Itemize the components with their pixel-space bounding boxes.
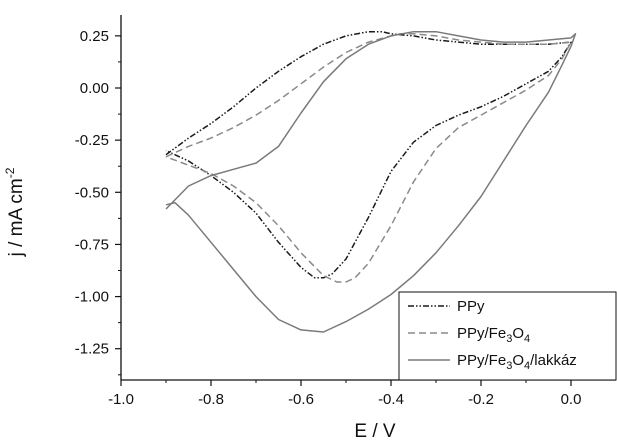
x-tick-label: -0.2 xyxy=(468,391,494,408)
series-group xyxy=(165,30,577,333)
series-line-1 xyxy=(165,33,572,283)
legend-label-part: 4 xyxy=(524,360,530,372)
x-tick-label: 0.0 xyxy=(561,391,582,408)
legend-label-part: PPy/Fe xyxy=(457,352,506,369)
x-ticks: -1.0 -0.8 -0.6 -0.4 -0.2 0.0 xyxy=(108,380,581,408)
plot-area: -1.0 -0.8 -0.6 -0.4 -0.2 0.0 0.25 0.00 -0.25 -0.… xyxy=(75,15,616,408)
x-axis-label: E / V xyxy=(354,421,396,442)
legend-label-0: PPy xyxy=(457,298,485,315)
y-axis-label-main: j / mA cm xyxy=(6,178,27,257)
x-tick-label: -0.6 xyxy=(288,391,314,408)
y-axis-label-superscript: -2 xyxy=(3,167,17,178)
legend-label-part: PPy/Fe xyxy=(457,325,506,342)
legend-label-part: O xyxy=(512,325,524,342)
legend-label-part: 3 xyxy=(506,333,512,345)
legend-label-part: O xyxy=(512,352,524,369)
y-tick-label: -0.75 xyxy=(75,236,109,253)
legend-label-part: 3 xyxy=(506,360,512,372)
series-line-2 xyxy=(165,30,577,333)
legend-label-part: 4 xyxy=(524,333,530,345)
x-tick-label: -0.4 xyxy=(378,391,404,408)
series-line-0 xyxy=(165,30,572,279)
legend-label-part: PPy xyxy=(457,298,485,315)
y-tick-label: -0.50 xyxy=(75,184,109,201)
y-tick-label: 0.00 xyxy=(80,80,109,97)
x-tick-label: -0.8 xyxy=(198,391,224,408)
legend-label-part: /lakkáz xyxy=(530,352,577,369)
legend-label-2: PPy/Fe3O4/lakkáz xyxy=(457,352,577,372)
y-tick-label: -1.25 xyxy=(75,341,109,358)
y-ticks: 0.25 0.00 -0.25 -0.50 -0.75 -1.00 -1.25 xyxy=(75,28,121,376)
legend-label-1: PPy/Fe3O4 xyxy=(457,325,530,345)
y-tick-label: -0.25 xyxy=(75,132,109,149)
x-tick-label: -1.0 xyxy=(108,391,134,408)
y-axis-label: j / mA cm-2 xyxy=(3,167,27,257)
y-tick-label: -1.00 xyxy=(75,289,109,306)
y-tick-label: 0.25 xyxy=(80,28,109,45)
